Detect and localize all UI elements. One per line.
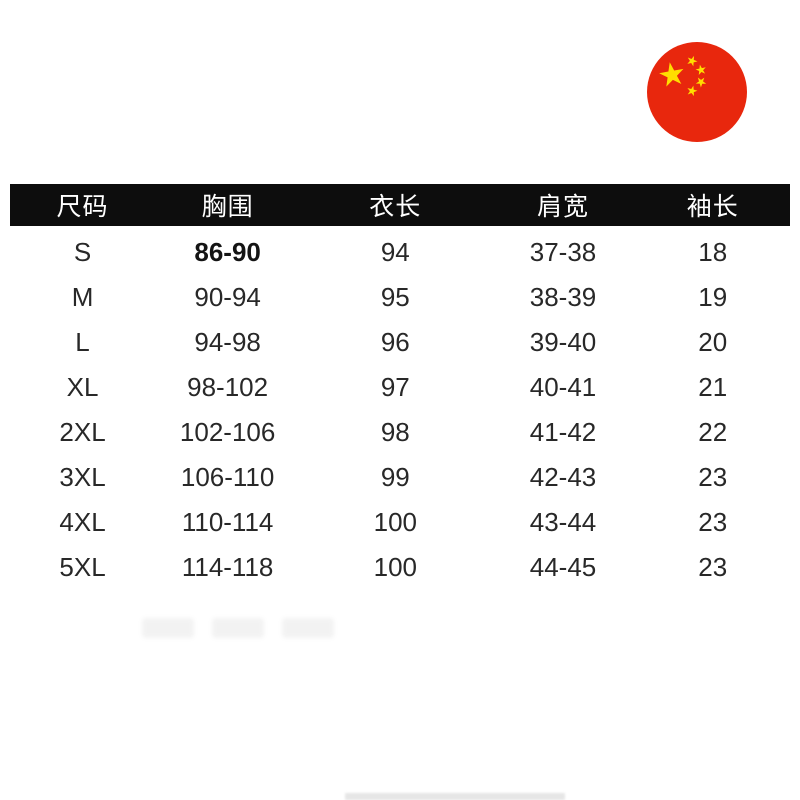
bottom-edge-smudge (345, 793, 565, 800)
size-value: 5XL (59, 552, 106, 582)
length-value: 100 (373, 552, 417, 582)
bust-value: 90-94 (194, 282, 261, 312)
sleeve-value: 19 (698, 282, 728, 312)
column-header-bust: 胸围 (201, 193, 254, 221)
bust-value: 98-102 (187, 372, 269, 402)
flag-stars (659, 55, 707, 97)
length-value: 98 (380, 417, 410, 447)
size-value: S (73, 237, 92, 267)
shoulder-value: 42-43 (529, 462, 597, 492)
shoulder-value: 39-40 (529, 327, 597, 357)
bust-value: 102-106 (179, 417, 276, 447)
table-row-l: L 94-98 96 39-40 20 (10, 320, 790, 365)
column-header-sleeve: 袖长 (686, 193, 739, 221)
shoulder-value: 41-42 (529, 417, 597, 447)
table-row-m: M 90-94 95 38-39 19 (10, 275, 790, 320)
shoulder-value: 38-39 (529, 282, 597, 312)
bust-value: 106-110 (180, 462, 275, 492)
size-value: 4XL (59, 507, 106, 537)
small-star-icon (687, 85, 698, 97)
flag-circle (647, 42, 747, 142)
table-row-s: S 86-90 94 37-38 18 (10, 230, 790, 275)
sleeve-value: 23 (698, 552, 728, 582)
table-row-2xl: 2XL 102-106 98 41-42 22 (10, 410, 790, 455)
size-table: 尺码 胸围 衣长 肩宽 袖长 S 86-90 94 37-38 18 M 90-… (10, 184, 790, 590)
bust-value: 114-118 (181, 552, 274, 582)
size-value: L (75, 327, 90, 357)
table-row-3xl: 3XL 106-110 99 42-43 23 (10, 455, 790, 500)
size-table-body: S 86-90 94 37-38 18 M 90-94 95 38-39 19 … (10, 226, 790, 590)
sleeve-value: 22 (698, 417, 728, 447)
shoulder-value: 44-45 (529, 552, 597, 582)
length-value: 100 (373, 507, 417, 537)
sleeve-value: 18 (698, 237, 728, 267)
shoulder-value: 37-38 (529, 237, 597, 267)
shoulder-value: 43-44 (529, 507, 597, 537)
small-star-icon (695, 77, 707, 88)
bust-value: 86-90 (194, 237, 261, 267)
column-header-size: 尺码 (56, 193, 109, 221)
size-value: 3XL (59, 462, 106, 492)
table-row-5xl: 5XL 114-118 100 44-45 23 (10, 545, 790, 590)
size-value: XL (66, 372, 99, 402)
small-star-icon (687, 55, 698, 67)
sleeve-value: 23 (698, 462, 728, 492)
large-star-icon (659, 62, 684, 87)
faint-watermark (142, 618, 334, 638)
china-flag-icon (647, 42, 747, 142)
size-value: M (71, 282, 94, 312)
sleeve-value: 23 (698, 507, 728, 537)
length-value: 95 (380, 282, 410, 312)
size-table-header: 尺码 胸围 衣长 肩宽 袖长 (10, 184, 790, 226)
size-value: 2XL (59, 417, 106, 447)
small-star-icon (695, 64, 706, 76)
length-value: 96 (380, 327, 410, 357)
column-header-length: 衣长 (369, 193, 422, 221)
length-value: 94 (380, 237, 410, 267)
bust-value: 94-98 (194, 327, 261, 357)
length-value: 97 (380, 372, 410, 402)
sleeve-value: 20 (698, 327, 728, 357)
length-value: 99 (380, 462, 410, 492)
table-row-xl: XL 98-102 97 40-41 21 (10, 365, 790, 410)
table-row-4xl: 4XL 110-114 100 43-44 23 (10, 500, 790, 545)
column-header-shoulder: 肩宽 (537, 193, 590, 221)
shoulder-value: 40-41 (529, 372, 597, 402)
sleeve-value: 21 (698, 372, 728, 402)
bust-value: 110-114 (181, 507, 274, 537)
